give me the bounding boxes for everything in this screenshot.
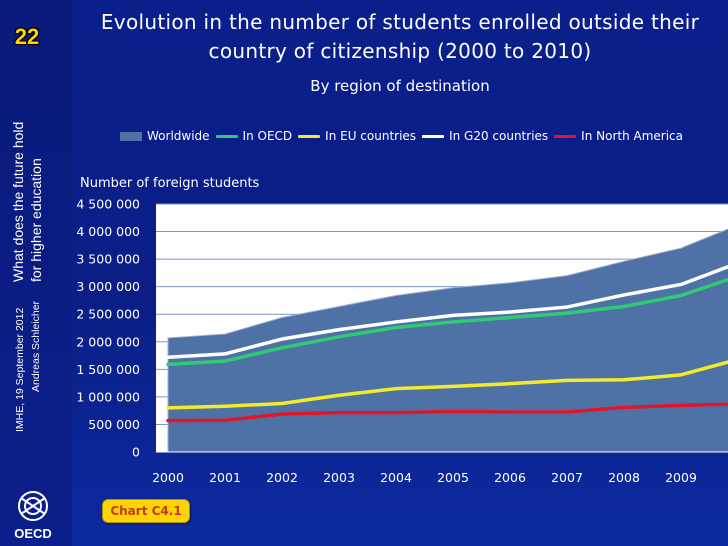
chart-subtitle: By region of destination	[310, 77, 490, 95]
x-tick-label: 2008	[608, 470, 640, 485]
series-line-g20	[166, 264, 728, 359]
y-tick-label: 4 500 000	[76, 197, 140, 212]
y-tick-label: 500 000	[88, 417, 140, 432]
logo-cross	[20, 497, 46, 515]
x-tick-label: 2006	[494, 470, 526, 485]
legend-label-worldwide: Worldwide	[147, 129, 210, 143]
y-tick-label: 2 500 000	[76, 307, 140, 322]
legend-label-g20: In G20 countries	[449, 129, 549, 143]
oecd-logo: OECD	[14, 491, 52, 541]
legend-swatch-worldwide	[120, 131, 142, 141]
legend-item-north-america: In North America	[554, 129, 683, 143]
y-tick-label: 1 500 000	[76, 362, 140, 377]
x-tick-label: 2001	[209, 470, 241, 485]
y-tick-label: 3 000 000	[76, 279, 140, 294]
x-tick-label: 2007	[551, 470, 583, 485]
legend-item-worldwide: Worldwide	[120, 129, 210, 143]
y-tick-label: 4 000 000	[76, 224, 140, 239]
area-chart: 0 500 000 1 000 000 1 500 000 2 000 000 2 500…	[76, 197, 728, 485]
sidebar	[0, 0, 72, 546]
legend-swatch-north-america	[554, 134, 577, 138]
legend-swatch-g20	[422, 134, 445, 138]
series-line-eu	[166, 360, 728, 410]
legend-label-eu: In EU countries	[325, 129, 417, 143]
x-tick-label: 2000	[152, 470, 184, 485]
legend-swatch-eu	[298, 134, 321, 138]
legend-swatch-oecd	[215, 134, 238, 138]
x-tick-label: 2005	[437, 470, 469, 485]
x-tick-label: 2009	[665, 470, 697, 485]
y-tick-label: 3 500 000	[76, 252, 140, 267]
series-line-oecd	[166, 277, 728, 367]
legend-item-g20: In G20 countries	[422, 129, 548, 143]
legend-item-oecd: In OECD	[215, 129, 293, 143]
side-title-line-1: What does the future hold	[10, 121, 26, 282]
chart-legend: Worldwide In OECD In EU countries In G20…	[120, 127, 689, 145]
legend-label-oecd: In OECD	[242, 129, 293, 143]
side-author: Andreas Schleicher	[30, 300, 42, 392]
y-tick-label: 1 000 000	[76, 389, 140, 404]
logo-ring-inner	[24, 497, 42, 515]
side-title-line-2: for higher education	[28, 158, 44, 282]
legend-item-eu: In EU countries	[298, 129, 416, 143]
x-tick-label: 2003	[323, 470, 355, 485]
legend-label-north-america: In North America	[581, 129, 684, 143]
x-tick-label: 2004	[380, 470, 412, 485]
series-line-north-america	[166, 402, 728, 423]
chart-reference-badge: Chart C4.1	[102, 499, 190, 523]
series-area-worldwide	[167, 228, 728, 453]
slide-number: 22	[14, 24, 40, 49]
y-tick-label: 2 000 000	[76, 334, 140, 349]
side-event-date: IMHE, 19 September 2012	[14, 307, 26, 432]
logo-ring-outer	[18, 491, 48, 521]
y-tick-label: 0	[132, 445, 140, 460]
chart-title: Evolution in the number of students enro…	[100, 10, 700, 63]
y-axis-title: Number of foreign students	[80, 176, 260, 191]
x-tick-label: 2002	[266, 470, 298, 485]
logo-text: OECD	[14, 526, 52, 541]
